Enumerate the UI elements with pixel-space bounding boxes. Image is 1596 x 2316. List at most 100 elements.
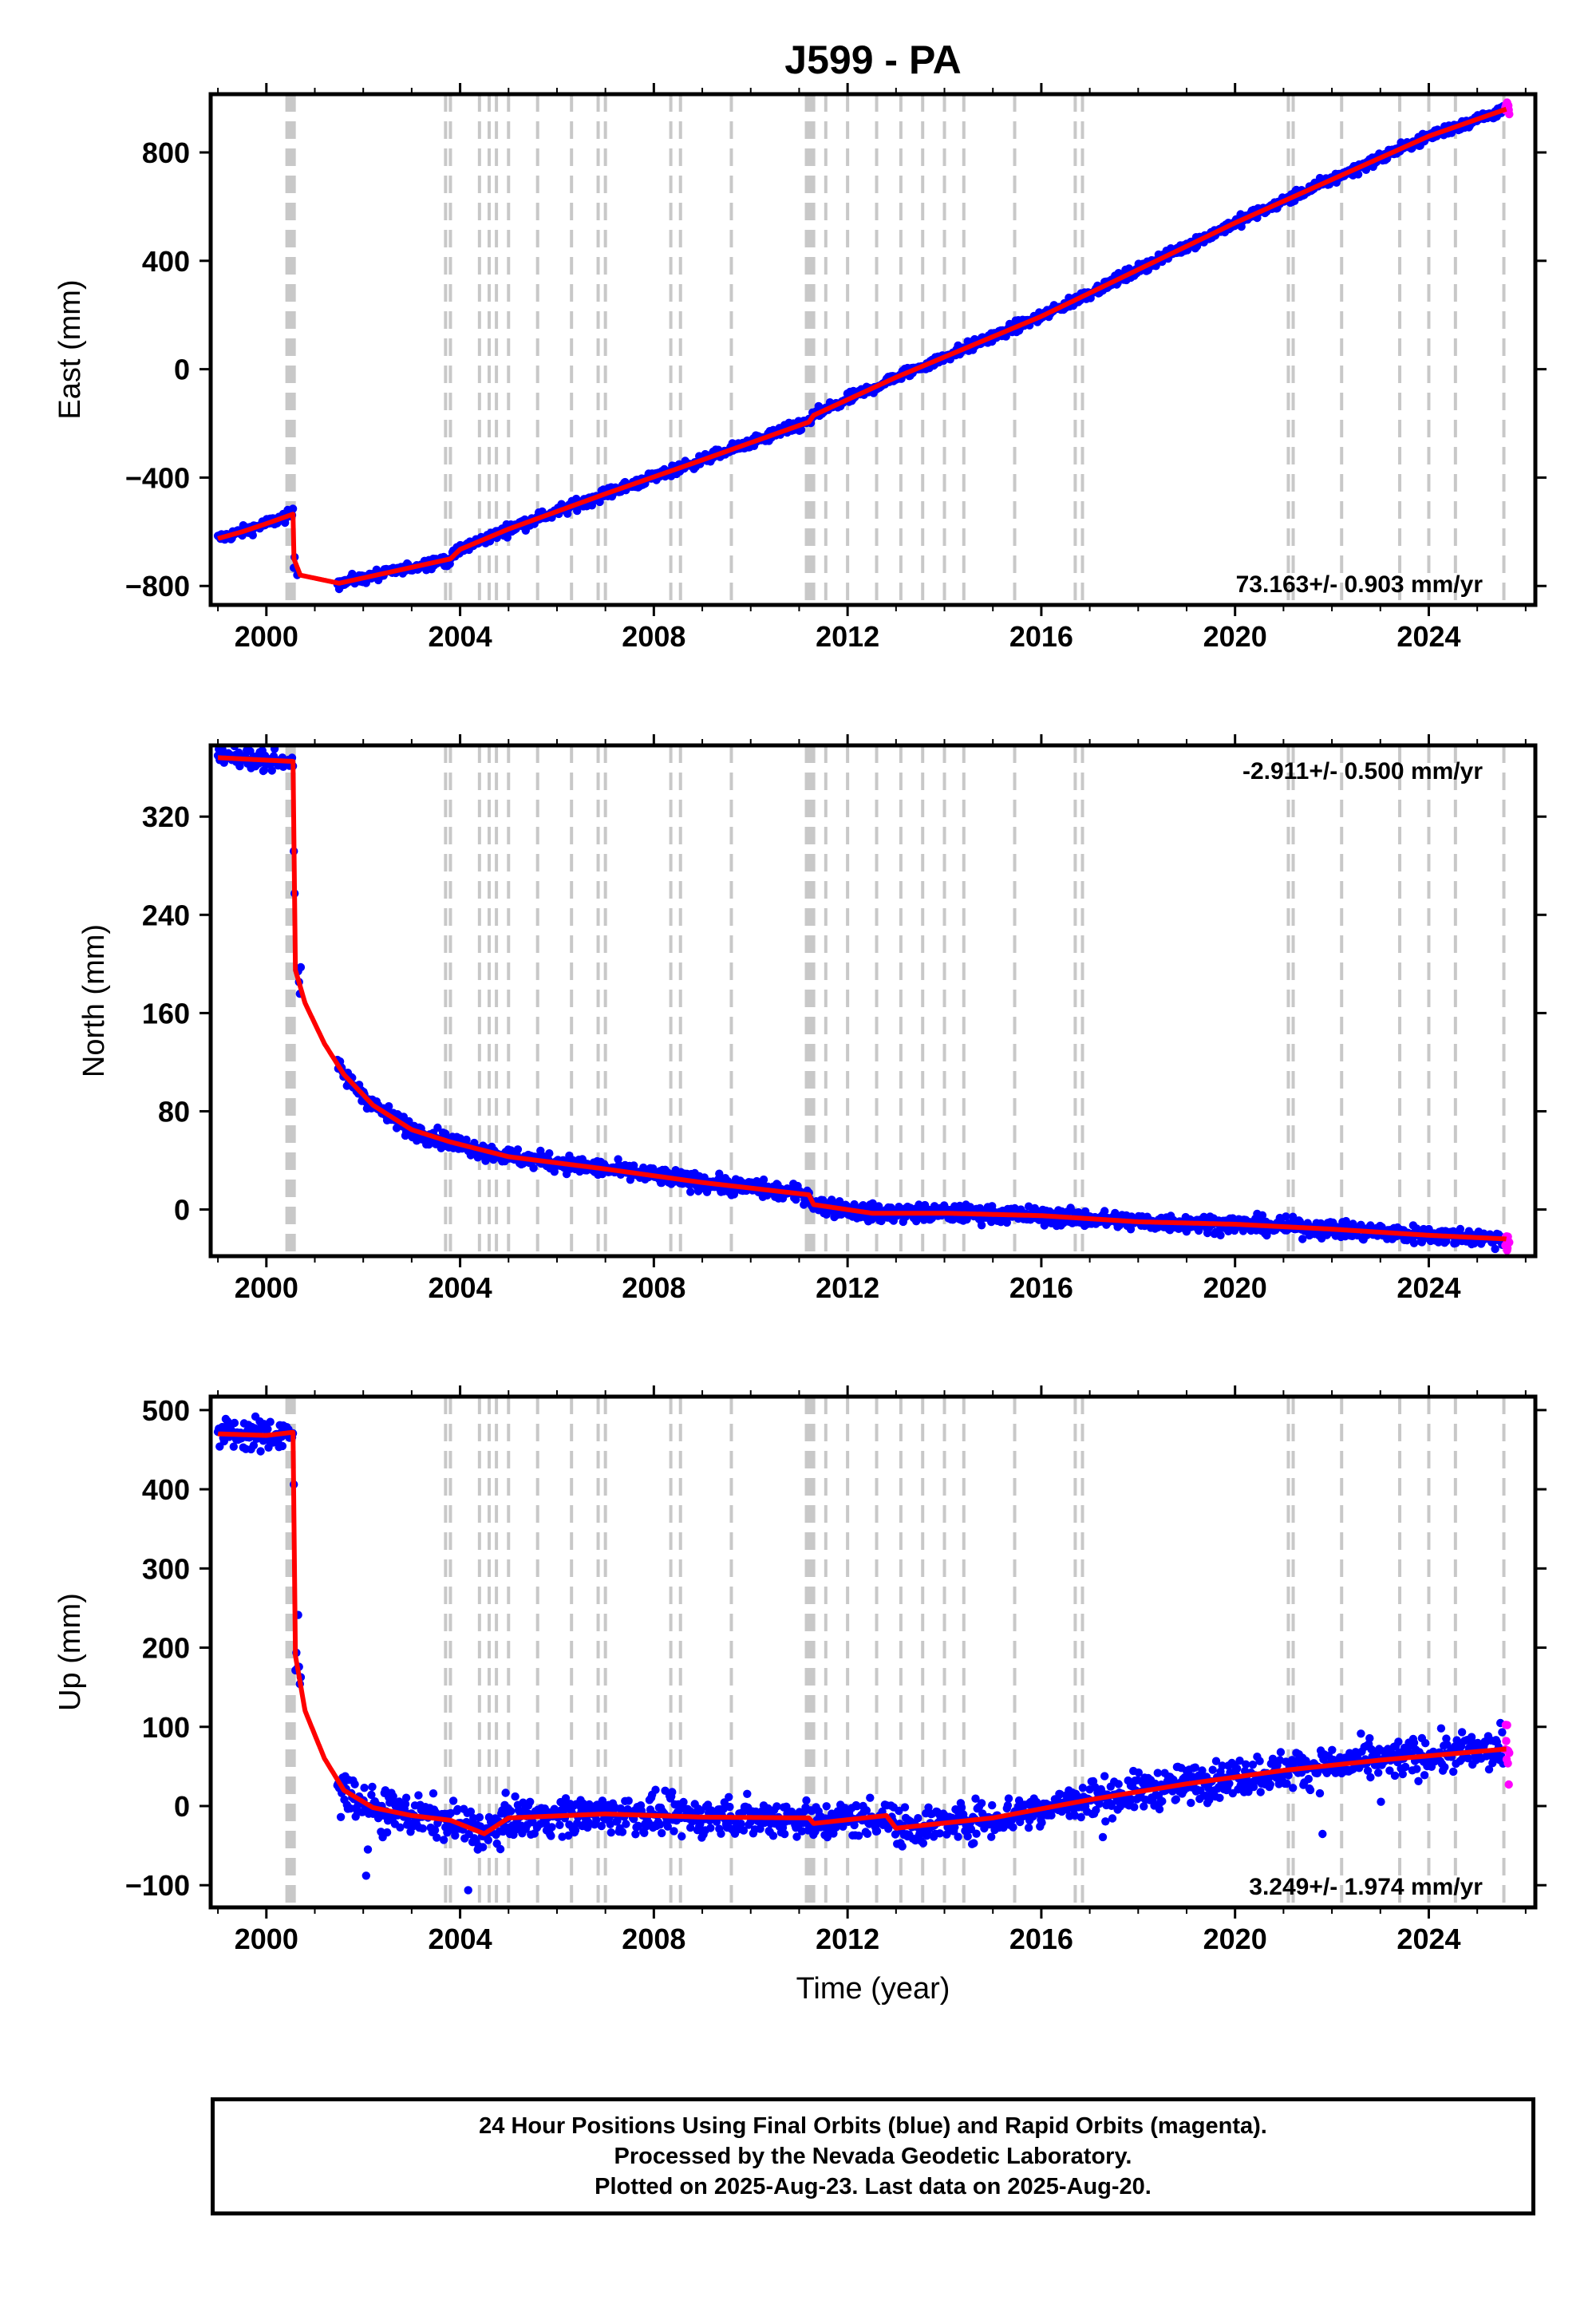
final-orbit-point	[802, 1796, 811, 1805]
final-orbit-point	[658, 1828, 666, 1838]
final-orbit-point	[1078, 1784, 1088, 1792]
final-orbit-point	[918, 1839, 928, 1848]
y-axis-label: North (mm)	[77, 924, 111, 1077]
plot-area	[213, 94, 1514, 605]
final-orbit-point	[970, 1839, 978, 1848]
plot-area	[213, 1397, 1514, 1907]
final-orbit-point	[877, 1216, 886, 1226]
final-orbit-point	[725, 1802, 734, 1812]
final-orbit-point	[481, 1156, 490, 1165]
final-orbit-point	[429, 1789, 438, 1798]
final-orbit-point	[768, 1832, 778, 1840]
panel-north: 2000 2004 2008 2012 2016 2020 2024 0 80 160 240 320…	[77, 734, 1547, 1304]
rapid-orbit-point	[1505, 109, 1514, 119]
final-orbit-point	[963, 1832, 972, 1841]
x-tick-label: 2000	[235, 1923, 298, 1955]
final-orbit-point	[1365, 1733, 1374, 1743]
final-orbit-point	[511, 1792, 519, 1801]
y-tick-label: 100	[142, 1711, 190, 1744]
y-tick-label: −400	[125, 461, 190, 494]
final-orbit-point	[678, 1832, 686, 1841]
chart-panels: 2000 2004 2008 2012 2016 2020 2024−800−4000400…	[53, 83, 1547, 2006]
rate-label: 73.163+/- 0.903 mm/yr	[1236, 571, 1483, 598]
final-orbit-point	[501, 1788, 510, 1797]
final-orbit-point	[630, 1161, 638, 1170]
y-tick-label: −100	[125, 1869, 190, 1902]
final-orbit-point	[957, 1803, 966, 1812]
caption-box: 24 Hour Positions Using Final Orbits (bl…	[211, 2097, 1535, 2215]
final-orbit-point	[866, 1793, 875, 1802]
final-orbit-point	[278, 1441, 287, 1451]
final-orbit-point	[900, 1803, 910, 1812]
y-tick-label: 200	[142, 1632, 190, 1665]
final-orbit-point	[1457, 1728, 1467, 1737]
x-tick-label: 2004	[429, 620, 492, 653]
x-tick-label: 2012	[816, 1923, 879, 1955]
final-orbit-point	[987, 1832, 996, 1841]
final-orbit-point	[1130, 1803, 1139, 1812]
final-orbit-point	[1491, 1244, 1499, 1254]
final-orbit-point	[1366, 1773, 1375, 1782]
rate-label: -2.911+/- 0.500 mm/yr	[1242, 758, 1483, 785]
x-tick-label: 2024	[1396, 1923, 1460, 1955]
final-orbit-point	[547, 1823, 556, 1832]
final-orbit-point	[479, 1843, 488, 1852]
final-orbit-point	[1357, 1729, 1365, 1738]
final-orbit-point	[935, 1829, 944, 1838]
x-tick-label: 2012	[816, 1271, 879, 1304]
final-orbit-point	[229, 1442, 238, 1451]
final-orbit-point	[725, 1792, 733, 1801]
final-orbit-point	[1037, 1818, 1046, 1827]
final-orbit-point	[1394, 1737, 1403, 1746]
final-orbit-point	[898, 1842, 907, 1851]
final-orbit-point	[382, 1828, 392, 1837]
final-orbit-point	[1306, 1785, 1315, 1795]
final-orbit-point	[230, 1418, 239, 1428]
final-orbit-point	[1318, 1829, 1327, 1839]
final-orbit-point	[1374, 1769, 1383, 1777]
final-orbit-point	[1421, 1739, 1430, 1748]
final-orbit-point	[618, 1828, 627, 1836]
final-orbit-point	[1108, 1814, 1117, 1823]
final-orbit-point	[418, 1824, 427, 1833]
final-orbit-point	[792, 1196, 800, 1204]
final-orbit-point	[686, 1188, 695, 1196]
final-orbit-point	[1498, 1728, 1507, 1737]
final-orbit-point	[1004, 1794, 1013, 1803]
final-orbit-point	[363, 1845, 373, 1854]
final-orbit-point	[439, 1836, 448, 1844]
x-tick-label: 2000	[235, 1271, 298, 1304]
final-orbit-points	[213, 745, 1507, 1254]
final-orbit-point	[743, 1789, 752, 1798]
caption-line-orbits: 24 Hour Positions Using Final Orbits (bl…	[479, 2113, 1267, 2139]
rapid-orbit-point	[1505, 1238, 1514, 1247]
model-fit-line	[215, 106, 1508, 586]
final-orbit-point	[835, 1197, 844, 1206]
final-orbit-point	[1114, 1780, 1123, 1788]
final-orbit-point	[433, 1833, 441, 1842]
final-orbit-point	[513, 1145, 523, 1154]
final-orbit-point	[1024, 1824, 1033, 1832]
model-fit-line	[215, 755, 1508, 1242]
final-orbit-point	[1171, 1795, 1181, 1804]
final-orbit-point	[715, 1169, 724, 1178]
final-orbit-point	[288, 504, 298, 513]
y-tick-label: 800	[142, 136, 190, 169]
final-orbit-point	[414, 1791, 423, 1800]
final-orbit-point	[863, 1829, 872, 1838]
y-tick-label: 500	[142, 1394, 190, 1427]
final-orbit-point	[1398, 1769, 1408, 1779]
caption-line-processed: Processed by the Nevada Geodetic Laborat…	[614, 2144, 1132, 2169]
final-orbit-point	[368, 1782, 377, 1792]
final-orbit-point	[988, 1800, 997, 1810]
final-orbit-point	[759, 1175, 768, 1184]
final-orbit-point	[401, 1793, 411, 1802]
x-tick-label: 2024	[1396, 620, 1460, 653]
panel-up: 2000 2004 2008 2012 2016 2020 2024 −100 0 100 200 3…	[53, 1385, 1547, 2006]
final-orbit-point	[350, 1780, 359, 1788]
final-orbit-point	[550, 1168, 559, 1176]
x-tick-label: 2012	[816, 620, 879, 653]
final-orbit-point	[267, 766, 276, 775]
x-tick-label: 2004	[429, 1271, 492, 1304]
